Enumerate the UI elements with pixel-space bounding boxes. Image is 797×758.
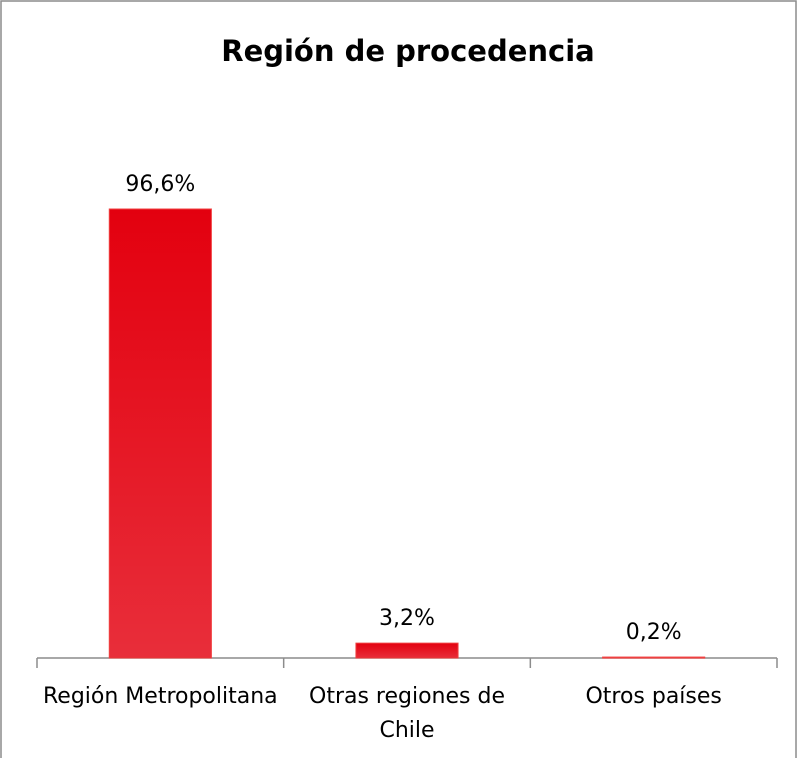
x-tick-label: Otras regiones de Chile [309,684,505,743]
bar [602,656,706,659]
chart-title: Región de procedencia [221,34,595,68]
x-tick-label: Región Metropolitana [43,684,278,709]
x-tick-label: Otros países [585,684,722,709]
bar [355,642,459,659]
data-label: 0,2% [626,620,682,645]
data-label: 96,6% [125,172,195,197]
data-label: 3,2% [379,606,435,631]
bar [108,208,212,659]
